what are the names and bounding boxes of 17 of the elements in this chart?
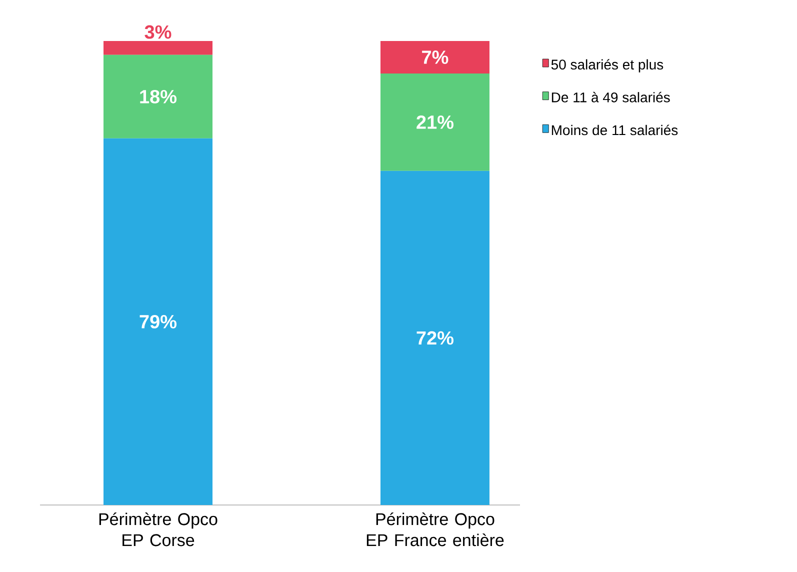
legend-label: De 11 à 49 salariés <box>552 92 670 102</box>
data-label: 18% <box>140 90 177 104</box>
bar <box>380 73 490 171</box>
data-label: 79% <box>140 314 177 328</box>
x-tick-label: Périmètre Opco EP Corse <box>99 512 218 546</box>
data-label: 3% <box>144 25 172 39</box>
bar <box>380 170 490 505</box>
bar <box>380 40 490 74</box>
data-label: 72% <box>416 331 454 345</box>
bar <box>104 138 212 505</box>
legend-label: Moins de 11 salariés <box>552 124 678 136</box>
bar <box>104 54 212 138</box>
data-label: 21% <box>416 115 454 129</box>
bar <box>104 40 212 55</box>
x-tick-label: Périmètre Opco EP France entière <box>366 512 504 546</box>
legend-label: 50 salariés et plus <box>551 59 664 72</box>
data-label: 7% <box>422 50 448 64</box>
